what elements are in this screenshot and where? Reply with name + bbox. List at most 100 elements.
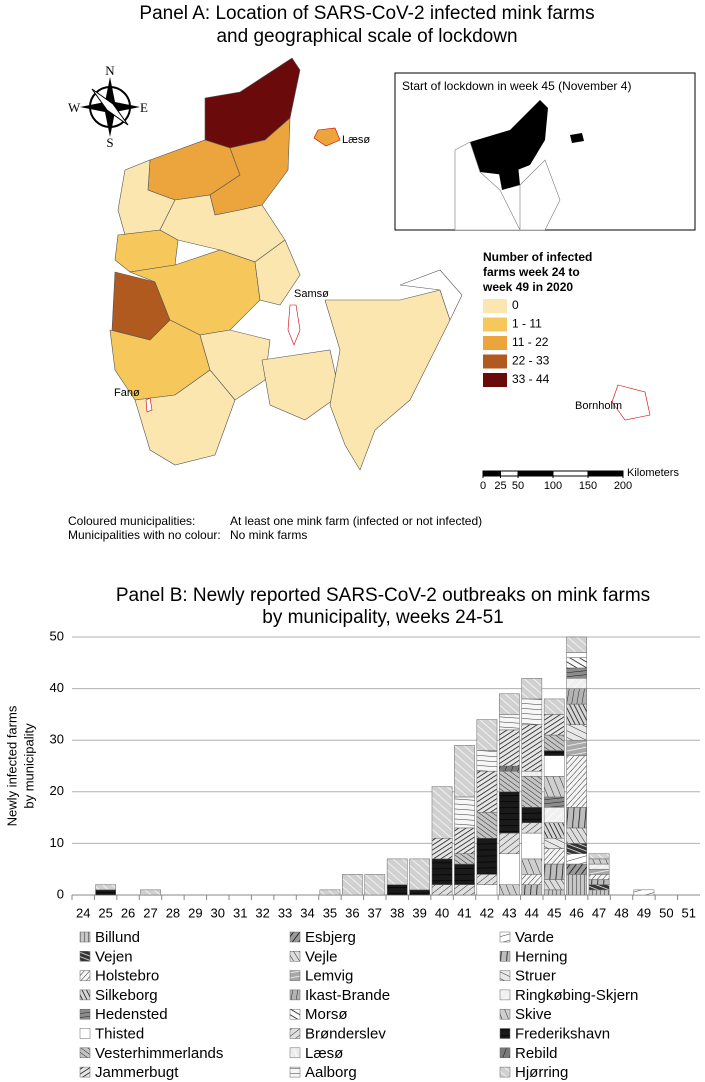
x-tick-label: 41 — [457, 905, 471, 920]
bar-segment — [454, 827, 475, 854]
bar-segment — [431, 837, 453, 860]
map — [109, 57, 651, 471]
chart-title: Panel B: Newly reported SARS-CoV-2 outbr… — [116, 585, 650, 606]
scale-unit: Kilometers — [627, 467, 679, 479]
bar-segment — [566, 807, 587, 829]
legend-swatch — [79, 931, 91, 943]
legend-swatch — [79, 951, 91, 962]
x-tick-label: 51 — [682, 905, 696, 920]
legend-swatch — [499, 970, 511, 981]
legend-label: Ikast-Brande — [305, 987, 390, 1004]
bar-segment — [588, 853, 610, 860]
x-tick-label: 35 — [323, 905, 337, 920]
legend-label: Skive — [515, 1006, 552, 1023]
bar-segment — [409, 889, 430, 896]
legend-label: 33 - 44 — [512, 372, 550, 386]
scale-label: 150 — [579, 480, 597, 492]
legend-label: Silkeborg — [95, 987, 158, 1004]
bar-segment — [431, 858, 453, 885]
legend-swatch — [79, 989, 91, 1001]
bar-segment — [543, 879, 565, 891]
y-tick-label: 30 — [50, 732, 64, 747]
bar-segment — [521, 874, 543, 885]
bar-segment — [566, 657, 587, 669]
bar-segment — [566, 843, 587, 854]
legend-swatch — [499, 989, 511, 1001]
legend-label: Vejle — [305, 948, 338, 965]
legend-label: Thisted — [95, 1025, 144, 1042]
legend-swatch — [499, 951, 511, 962]
bar-segment — [476, 884, 498, 896]
bar-segment — [566, 703, 587, 725]
bar-segment — [588, 874, 610, 880]
x-tick-label: 29 — [188, 905, 202, 920]
legend-label: Holstebro — [95, 968, 159, 985]
bar-segment — [566, 652, 587, 658]
panel-a-title: Panel A: Location of SARS-CoV-2 infected… — [139, 3, 594, 24]
y-axis-label: Newly infected farms — [4, 705, 19, 826]
bar-segment — [499, 791, 520, 834]
x-tick-label: 48 — [614, 905, 628, 920]
legend-label: Varde — [515, 929, 554, 946]
legend-swatch — [289, 989, 301, 1001]
place-label: Bornholm — [575, 400, 622, 412]
bar-segment — [588, 879, 610, 885]
legend-swatch — [499, 1028, 511, 1039]
legend-label: Læsø — [305, 1045, 343, 1062]
legend-swatch — [289, 1028, 301, 1039]
bar-segment — [499, 693, 520, 715]
x-tick-label: 44 — [525, 905, 539, 920]
legend-label: Jammerbugt — [95, 1064, 179, 1081]
bar-segment — [566, 874, 587, 896]
scale-label: 50 — [512, 480, 524, 492]
bar-segment — [543, 734, 565, 751]
scale-label: 25 — [494, 480, 506, 492]
x-tick-label: 25 — [98, 905, 112, 920]
legend-swatch — [289, 1047, 301, 1059]
x-tick-label: 45 — [547, 905, 561, 920]
bar-segment — [588, 884, 610, 891]
bar-segment — [454, 745, 475, 798]
bar-segment — [566, 667, 587, 679]
bar-segment — [521, 822, 543, 834]
bar-segment — [566, 853, 587, 865]
scale-label: 200 — [614, 480, 632, 492]
bar-segment — [521, 698, 543, 725]
legend-swatch — [79, 1066, 91, 1078]
bar-segment — [521, 858, 543, 875]
compass-label: S — [106, 135, 113, 150]
x-tick-label: 49 — [637, 905, 651, 920]
compass-label: N — [105, 63, 115, 78]
bar-segment — [431, 786, 453, 839]
legend-title: week 49 in 2020 — [482, 280, 573, 294]
y-tick-label: 10 — [50, 835, 64, 850]
x-tick-label: 50 — [659, 905, 673, 920]
legend-swatch — [483, 373, 507, 387]
chart-title: by municipality, weeks 24-51 — [262, 607, 503, 628]
place-label: Samsø — [294, 288, 329, 300]
y-tick-label: 20 — [50, 783, 64, 798]
legend-label: Ringkøbing-Skjern — [515, 987, 638, 1004]
bar-segment — [566, 688, 587, 705]
x-tick-label: 43 — [502, 905, 516, 920]
legend-swatch — [499, 931, 511, 943]
bar-segment — [342, 874, 363, 896]
compass-label: W — [68, 100, 81, 115]
legend-label: Hjørring — [515, 1064, 568, 1081]
legend-swatch — [499, 1047, 511, 1059]
bar-segment — [566, 739, 587, 756]
note-key: Municipalities with no colour: — [68, 528, 221, 542]
x-tick-label: 32 — [255, 905, 269, 920]
bar-segment — [476, 770, 498, 813]
legend-label: Aalborg — [305, 1064, 357, 1081]
legend-label: 1 - 11 — [512, 317, 542, 331]
bar-segment — [319, 889, 341, 896]
bar-segment — [543, 889, 565, 896]
legend-label: Rebild — [515, 1045, 558, 1062]
x-tick-label: 37 — [368, 905, 382, 920]
bar-segment — [499, 729, 520, 767]
bar-segment — [543, 755, 565, 777]
note-text: At least one mink farm (infected or not … — [230, 514, 482, 528]
bar-segment — [499, 765, 520, 772]
